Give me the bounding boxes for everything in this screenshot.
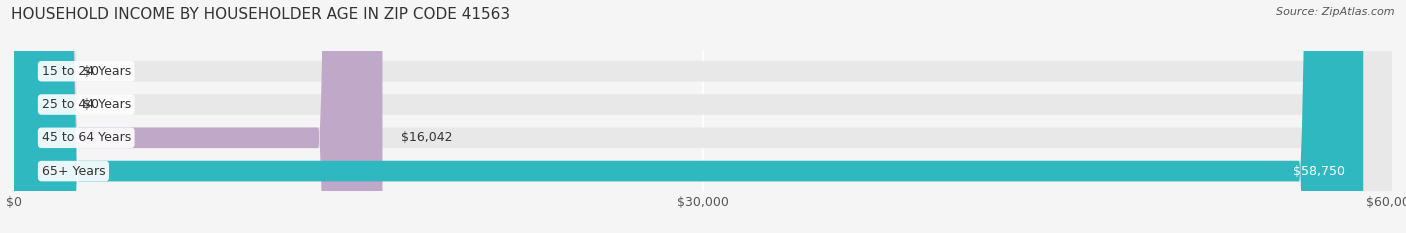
- Text: 25 to 44 Years: 25 to 44 Years: [42, 98, 131, 111]
- Text: 15 to 24 Years: 15 to 24 Years: [42, 65, 131, 78]
- Text: $58,750: $58,750: [1294, 164, 1346, 178]
- FancyBboxPatch shape: [14, 0, 1392, 233]
- Text: 45 to 64 Years: 45 to 64 Years: [42, 131, 131, 144]
- FancyBboxPatch shape: [14, 0, 382, 233]
- Text: $0: $0: [83, 98, 98, 111]
- FancyBboxPatch shape: [14, 0, 1364, 233]
- FancyBboxPatch shape: [14, 0, 1392, 233]
- Text: Source: ZipAtlas.com: Source: ZipAtlas.com: [1277, 7, 1395, 17]
- FancyBboxPatch shape: [14, 0, 1392, 233]
- Text: HOUSEHOLD INCOME BY HOUSEHOLDER AGE IN ZIP CODE 41563: HOUSEHOLD INCOME BY HOUSEHOLDER AGE IN Z…: [11, 7, 510, 22]
- Text: $16,042: $16,042: [401, 131, 453, 144]
- Text: $0: $0: [83, 65, 98, 78]
- Text: 65+ Years: 65+ Years: [42, 164, 105, 178]
- FancyBboxPatch shape: [14, 0, 1392, 233]
